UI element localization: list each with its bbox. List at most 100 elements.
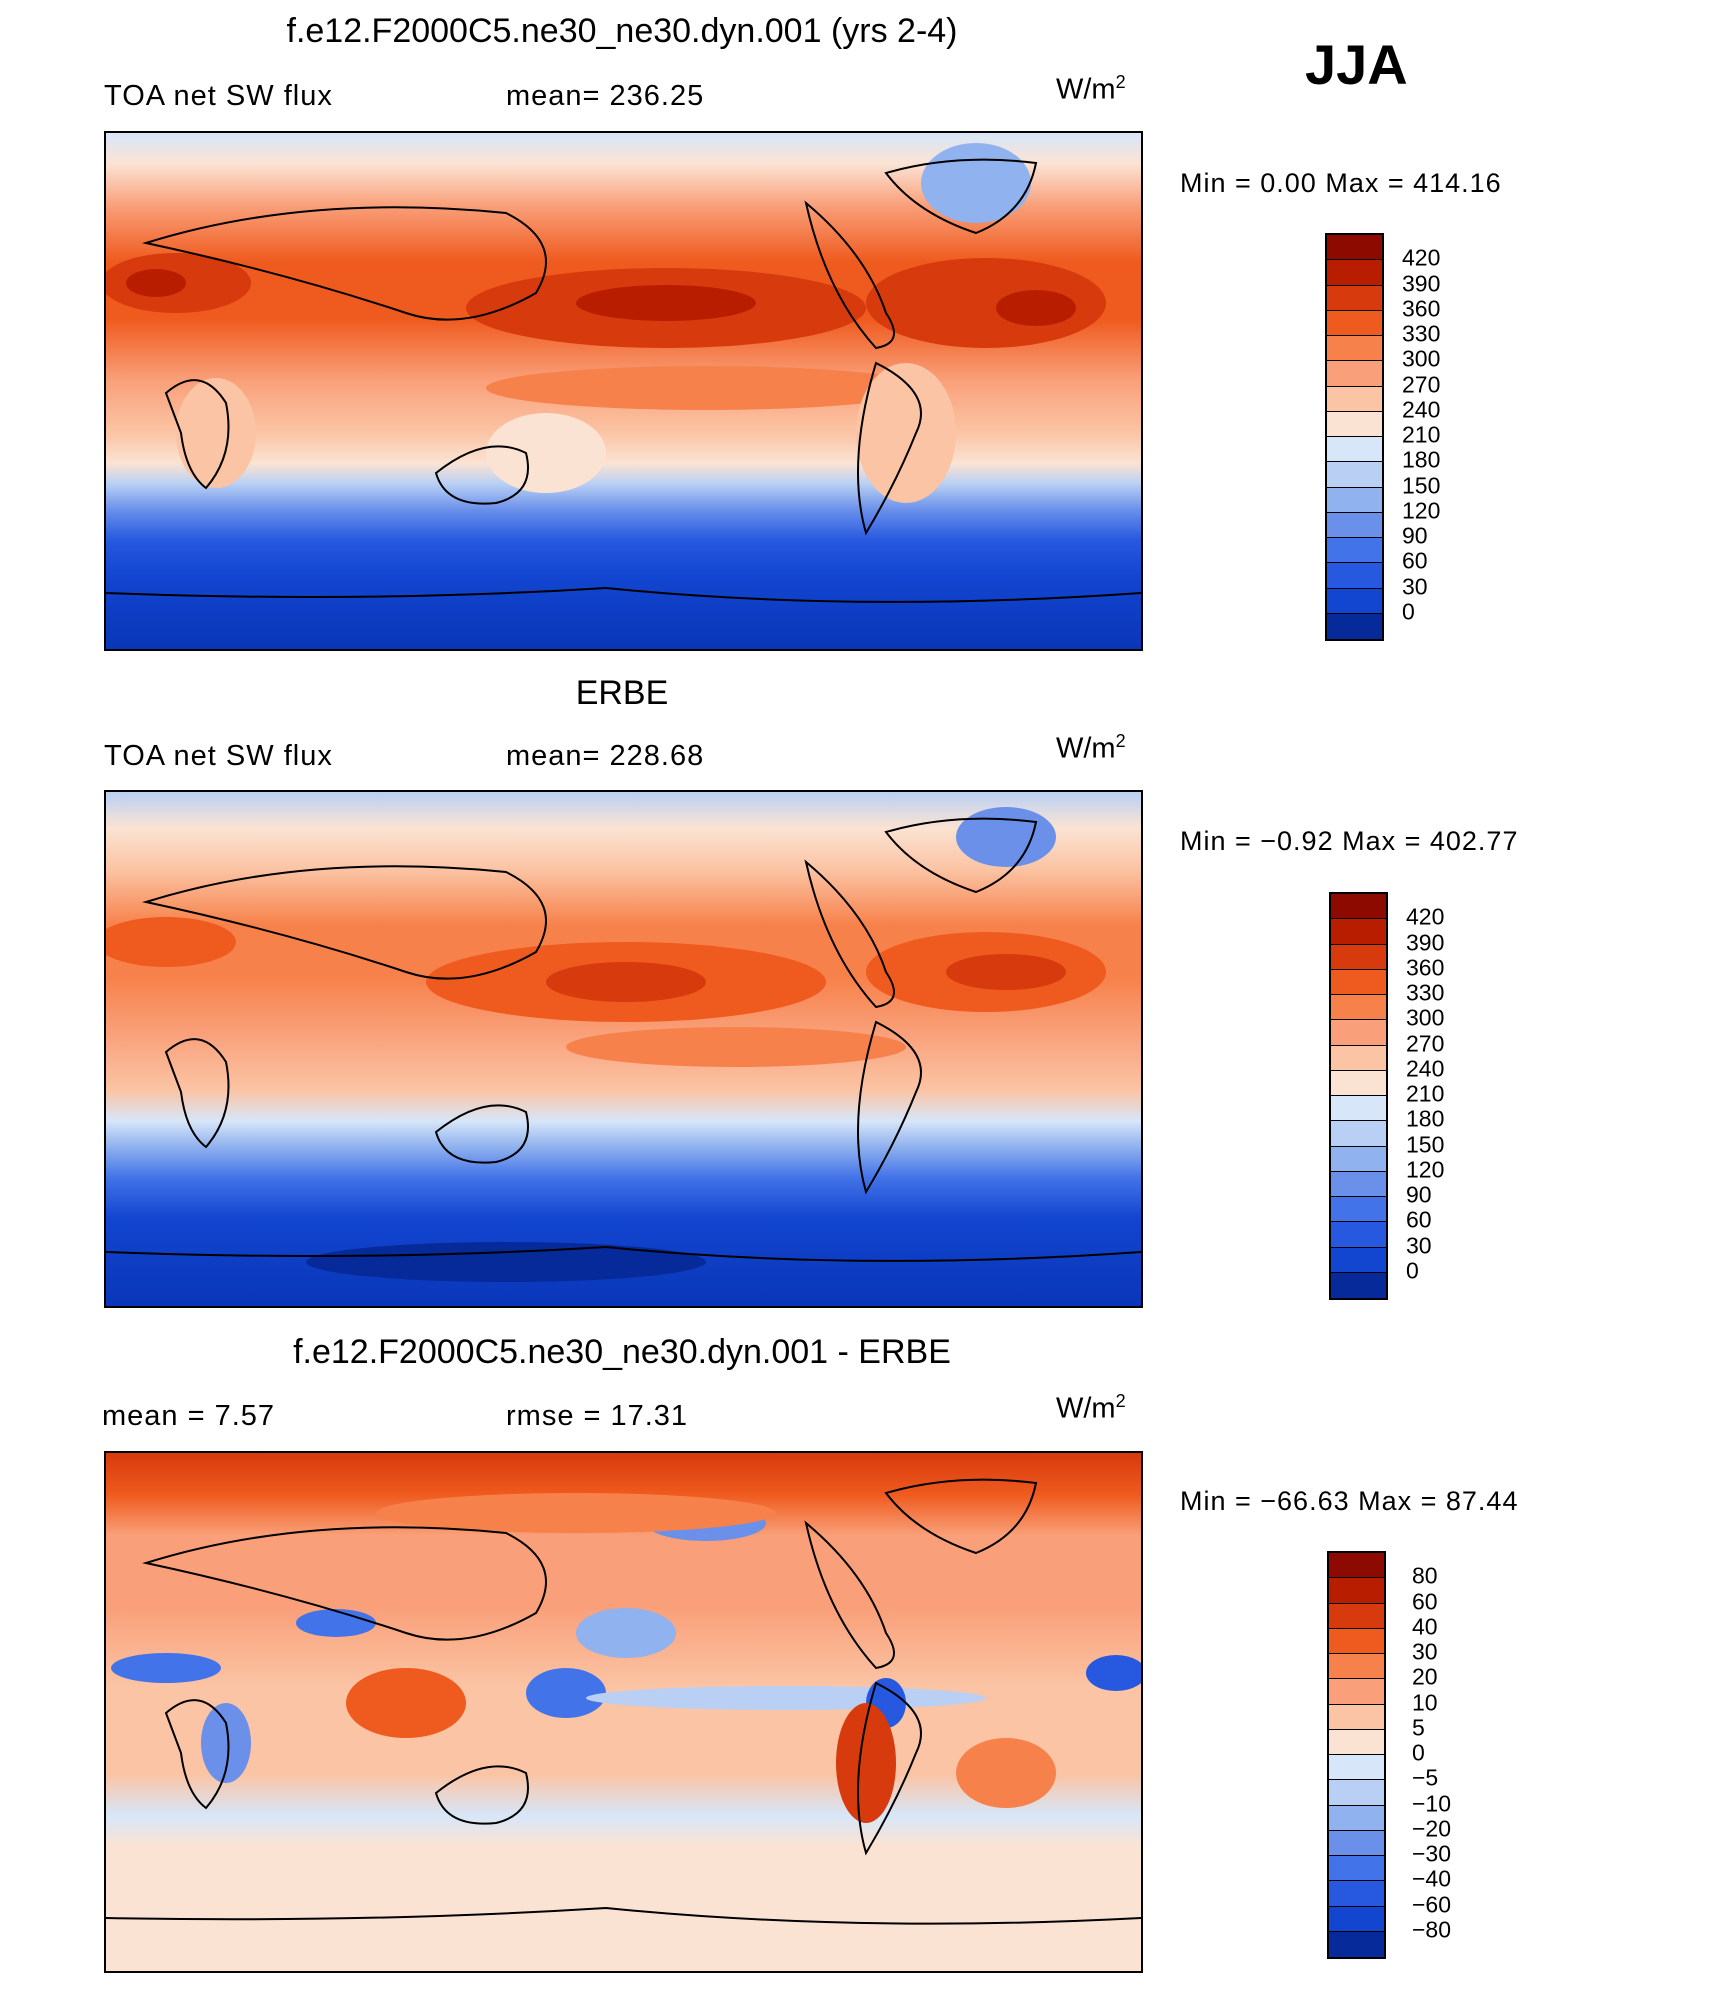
colorbar-tick-label: 240 xyxy=(1402,396,1441,423)
colorbar xyxy=(1327,1551,1386,1959)
panel-title: ERBE xyxy=(575,674,669,712)
colorbar-swatch xyxy=(1327,411,1382,437)
colorbar-swatch xyxy=(1329,1729,1384,1755)
model-map xyxy=(104,131,1143,651)
colorbar-swatch xyxy=(1331,919,1386,945)
colorbar-swatch xyxy=(1327,512,1382,538)
colorbar-tick-label: 40 xyxy=(1412,1613,1438,1640)
mean-label: mean= 236.25 xyxy=(506,80,705,112)
units-label: W/m2 xyxy=(1056,72,1126,106)
diff-map-field xyxy=(106,1453,1141,1971)
colorbar-tick-label: 10 xyxy=(1412,1689,1438,1715)
colorbar-tick-label: −20 xyxy=(1412,1815,1452,1842)
min-max-label: Min = −0.92 Max = 402.77 xyxy=(1180,826,1519,856)
colorbar-tick-label: 390 xyxy=(1402,270,1441,296)
colorbar-swatch xyxy=(1329,1553,1384,1579)
colorbar-swatch xyxy=(1327,310,1382,336)
colorbar-tick-label: 20 xyxy=(1412,1663,1438,1690)
colorbar-swatch xyxy=(1329,1603,1384,1629)
colorbar-swatch xyxy=(1327,437,1382,463)
mean-label: mean = 7.57 xyxy=(102,1400,276,1432)
colorbar-tick-label: 120 xyxy=(1406,1156,1445,1183)
colorbar-swatch xyxy=(1331,1171,1386,1197)
colorbar-swatch xyxy=(1329,1628,1384,1654)
colorbar-swatch xyxy=(1327,563,1382,589)
colorbar-tick-label: 30 xyxy=(1412,1638,1438,1665)
colorbar-ticks: 80 60 40 30 20 10 5 0 −5 −10 −20 −30 −40 −60 −80 xyxy=(1412,1551,1492,1959)
panel-title: f.e12.F2000C5.ne30_ne30.dyn.001 (yrs 2-4… xyxy=(286,12,958,50)
colorbar-tick-label: −5 xyxy=(1412,1764,1439,1791)
colorbar-swatch xyxy=(1329,1856,1384,1882)
colorbar-swatch xyxy=(1331,995,1386,1021)
colorbar-swatch xyxy=(1329,1578,1384,1604)
colorbar-swatch xyxy=(1327,386,1382,412)
colorbar-tick-label: 90 xyxy=(1402,522,1428,549)
rmse-label: rmse = 17.31 xyxy=(506,1400,689,1432)
colorbar-tick-label: 360 xyxy=(1406,954,1445,981)
colorbar-tick-label: 0 xyxy=(1406,1257,1419,1284)
colorbar-tick-label: 210 xyxy=(1406,1080,1445,1107)
colorbar-tick-label: 60 xyxy=(1402,547,1428,574)
colorbar-swatch xyxy=(1331,1020,1386,1046)
units-label: W/m2 xyxy=(1056,731,1126,765)
colorbar-swatch xyxy=(1329,1780,1384,1806)
colorbar-swatch xyxy=(1327,462,1382,488)
units-label: W/m2 xyxy=(1056,1391,1126,1425)
min-max-label: Min = −66.63 Max = 87.44 xyxy=(1180,1486,1519,1516)
variable-label: TOA net SW flux xyxy=(104,740,333,772)
colorbar-tick-label: 300 xyxy=(1402,345,1441,372)
colorbar-tick-label: 330 xyxy=(1402,320,1441,347)
colorbar-tick-label: 240 xyxy=(1406,1055,1445,1082)
colorbar-tick-label: 90 xyxy=(1406,1181,1432,1208)
colorbar-tick-label: 180 xyxy=(1406,1105,1445,1132)
colorbar-swatch xyxy=(1331,1121,1386,1147)
colorbar-tick-label: 270 xyxy=(1406,1030,1445,1056)
colorbar-swatch xyxy=(1327,487,1382,513)
colorbar-swatch xyxy=(1327,588,1382,614)
colorbar-swatch xyxy=(1329,1805,1384,1831)
colorbar-ticks: 420 390 360 330 300 270 240 210 180 150 120 90 60 30 0 xyxy=(1406,892,1486,1300)
panel-title: f.e12.F2000C5.ne30_ne30.dyn.001 - ERBE xyxy=(293,1333,951,1371)
colorbar-swatch xyxy=(1329,1931,1384,1957)
colorbar-swatch xyxy=(1327,538,1382,564)
colorbar-swatch xyxy=(1329,1654,1384,1680)
colorbar-tick-label: 210 xyxy=(1402,421,1441,448)
colorbar-swatch xyxy=(1331,1070,1386,1096)
colorbar-tick-label: 300 xyxy=(1406,1004,1445,1031)
min-max-label: Min = 0.00 Max = 414.16 xyxy=(1180,168,1502,198)
colorbar-swatch xyxy=(1331,1146,1386,1172)
colorbar-tick-label: 30 xyxy=(1406,1232,1432,1258)
colorbar-tick-label: −10 xyxy=(1412,1790,1452,1816)
colorbar-tick-label: 330 xyxy=(1406,979,1445,1006)
colorbar xyxy=(1329,892,1388,1300)
colorbar-swatch xyxy=(1327,613,1382,639)
colorbar-tick-label: 390 xyxy=(1406,929,1445,955)
colorbar-tick-label: 150 xyxy=(1402,472,1441,498)
colorbar-swatch xyxy=(1331,969,1386,995)
colorbar-swatch xyxy=(1331,1197,1386,1223)
colorbar-swatch xyxy=(1329,1679,1384,1705)
colorbar-tick-label: −40 xyxy=(1412,1865,1452,1892)
colorbar-swatch xyxy=(1331,1272,1386,1298)
mean-label: mean= 228.68 xyxy=(506,740,705,772)
colorbar-tick-label: 60 xyxy=(1406,1206,1432,1233)
colorbar-tick-label: 0 xyxy=(1412,1739,1425,1766)
model-map-field xyxy=(106,133,1141,649)
colorbar xyxy=(1325,233,1384,641)
colorbar-tick-label: 80 xyxy=(1412,1562,1438,1589)
colorbar-tick-label: 60 xyxy=(1412,1588,1438,1614)
colorbar-tick-label: 270 xyxy=(1402,371,1441,397)
colorbar-tick-label: −60 xyxy=(1412,1891,1452,1917)
colorbar-swatch xyxy=(1329,1830,1384,1856)
colorbar-swatch xyxy=(1331,894,1386,920)
colorbar-swatch xyxy=(1329,1755,1384,1781)
colorbar-tick-label: 420 xyxy=(1402,244,1441,271)
colorbar-swatch xyxy=(1331,944,1386,970)
colorbar-swatch xyxy=(1329,1704,1384,1730)
colorbar-tick-label: 150 xyxy=(1406,1131,1445,1157)
colorbar-swatch xyxy=(1331,1247,1386,1273)
colorbar-swatch xyxy=(1327,361,1382,387)
colorbar-tick-label: 180 xyxy=(1402,446,1441,473)
colorbar-tick-label: 120 xyxy=(1402,497,1441,524)
colorbar-tick-label: 360 xyxy=(1402,295,1441,322)
